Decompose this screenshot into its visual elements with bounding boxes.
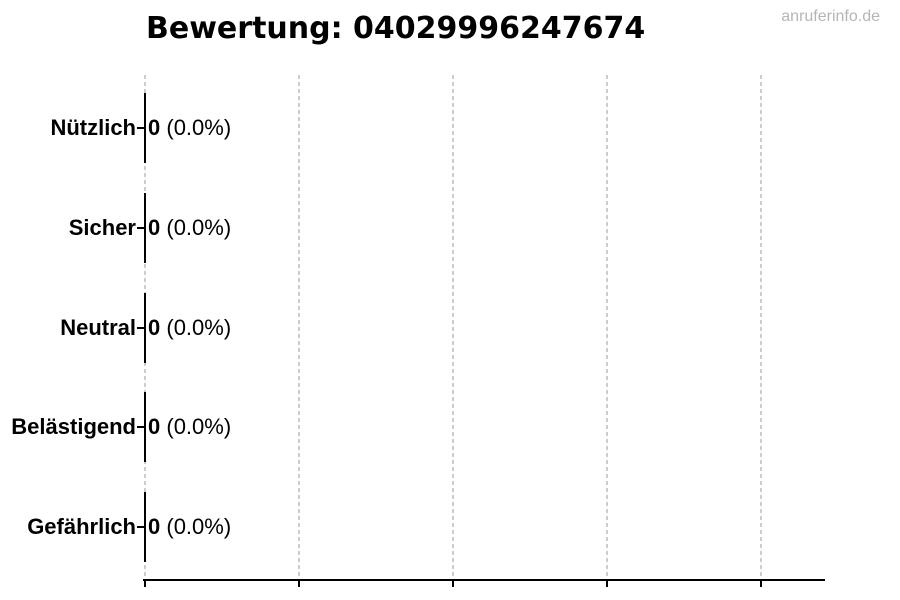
category-label: Neutral [60,314,136,340]
value-label: 0 (0.0%) [148,414,231,440]
watermark: anruferinfo.de [781,8,880,25]
x-tick [144,580,146,587]
value-percent: (0.0%) [166,314,232,340]
bar [144,492,146,562]
y-tick [137,326,145,329]
value-label: 0 (0.0%) [148,315,231,341]
bar [144,292,146,363]
value-count: 0 [148,414,161,440]
value-label: 0 (0.0%) [148,115,231,141]
value-label: 0 (0.0%) [148,215,231,241]
bar [144,392,146,463]
value-count: 0 [148,214,161,240]
value-percent: (0.0%) [166,115,232,140]
gridline [298,75,300,580]
value-percent: (0.0%) [166,514,232,539]
category-label: Nützlich [50,115,136,140]
y-tick [137,127,145,129]
gridline [452,75,454,580]
value-label: 0 (0.0%) [148,514,231,540]
x-axis-line [143,579,825,581]
y-tick [137,526,145,528]
category-label: Gefährlich [27,514,136,539]
y-tick [137,426,145,429]
x-tick [298,580,300,587]
y-tick [137,226,145,229]
x-tick [760,580,762,587]
value-count: 0 [148,314,161,340]
value-count: 0 [148,514,161,539]
x-tick [452,580,454,587]
bar [144,93,146,163]
gridline [760,75,762,580]
category-label: Sicher [68,214,136,240]
gridline [606,75,608,580]
value-count: 0 [148,115,161,140]
category-label: Belästigend [11,414,136,440]
value-percent: (0.0%) [166,414,232,440]
x-tick [606,580,608,587]
chart-title: Bewertung: 04029996247674 [146,11,646,46]
bar [144,192,146,263]
value-percent: (0.0%) [166,214,232,240]
